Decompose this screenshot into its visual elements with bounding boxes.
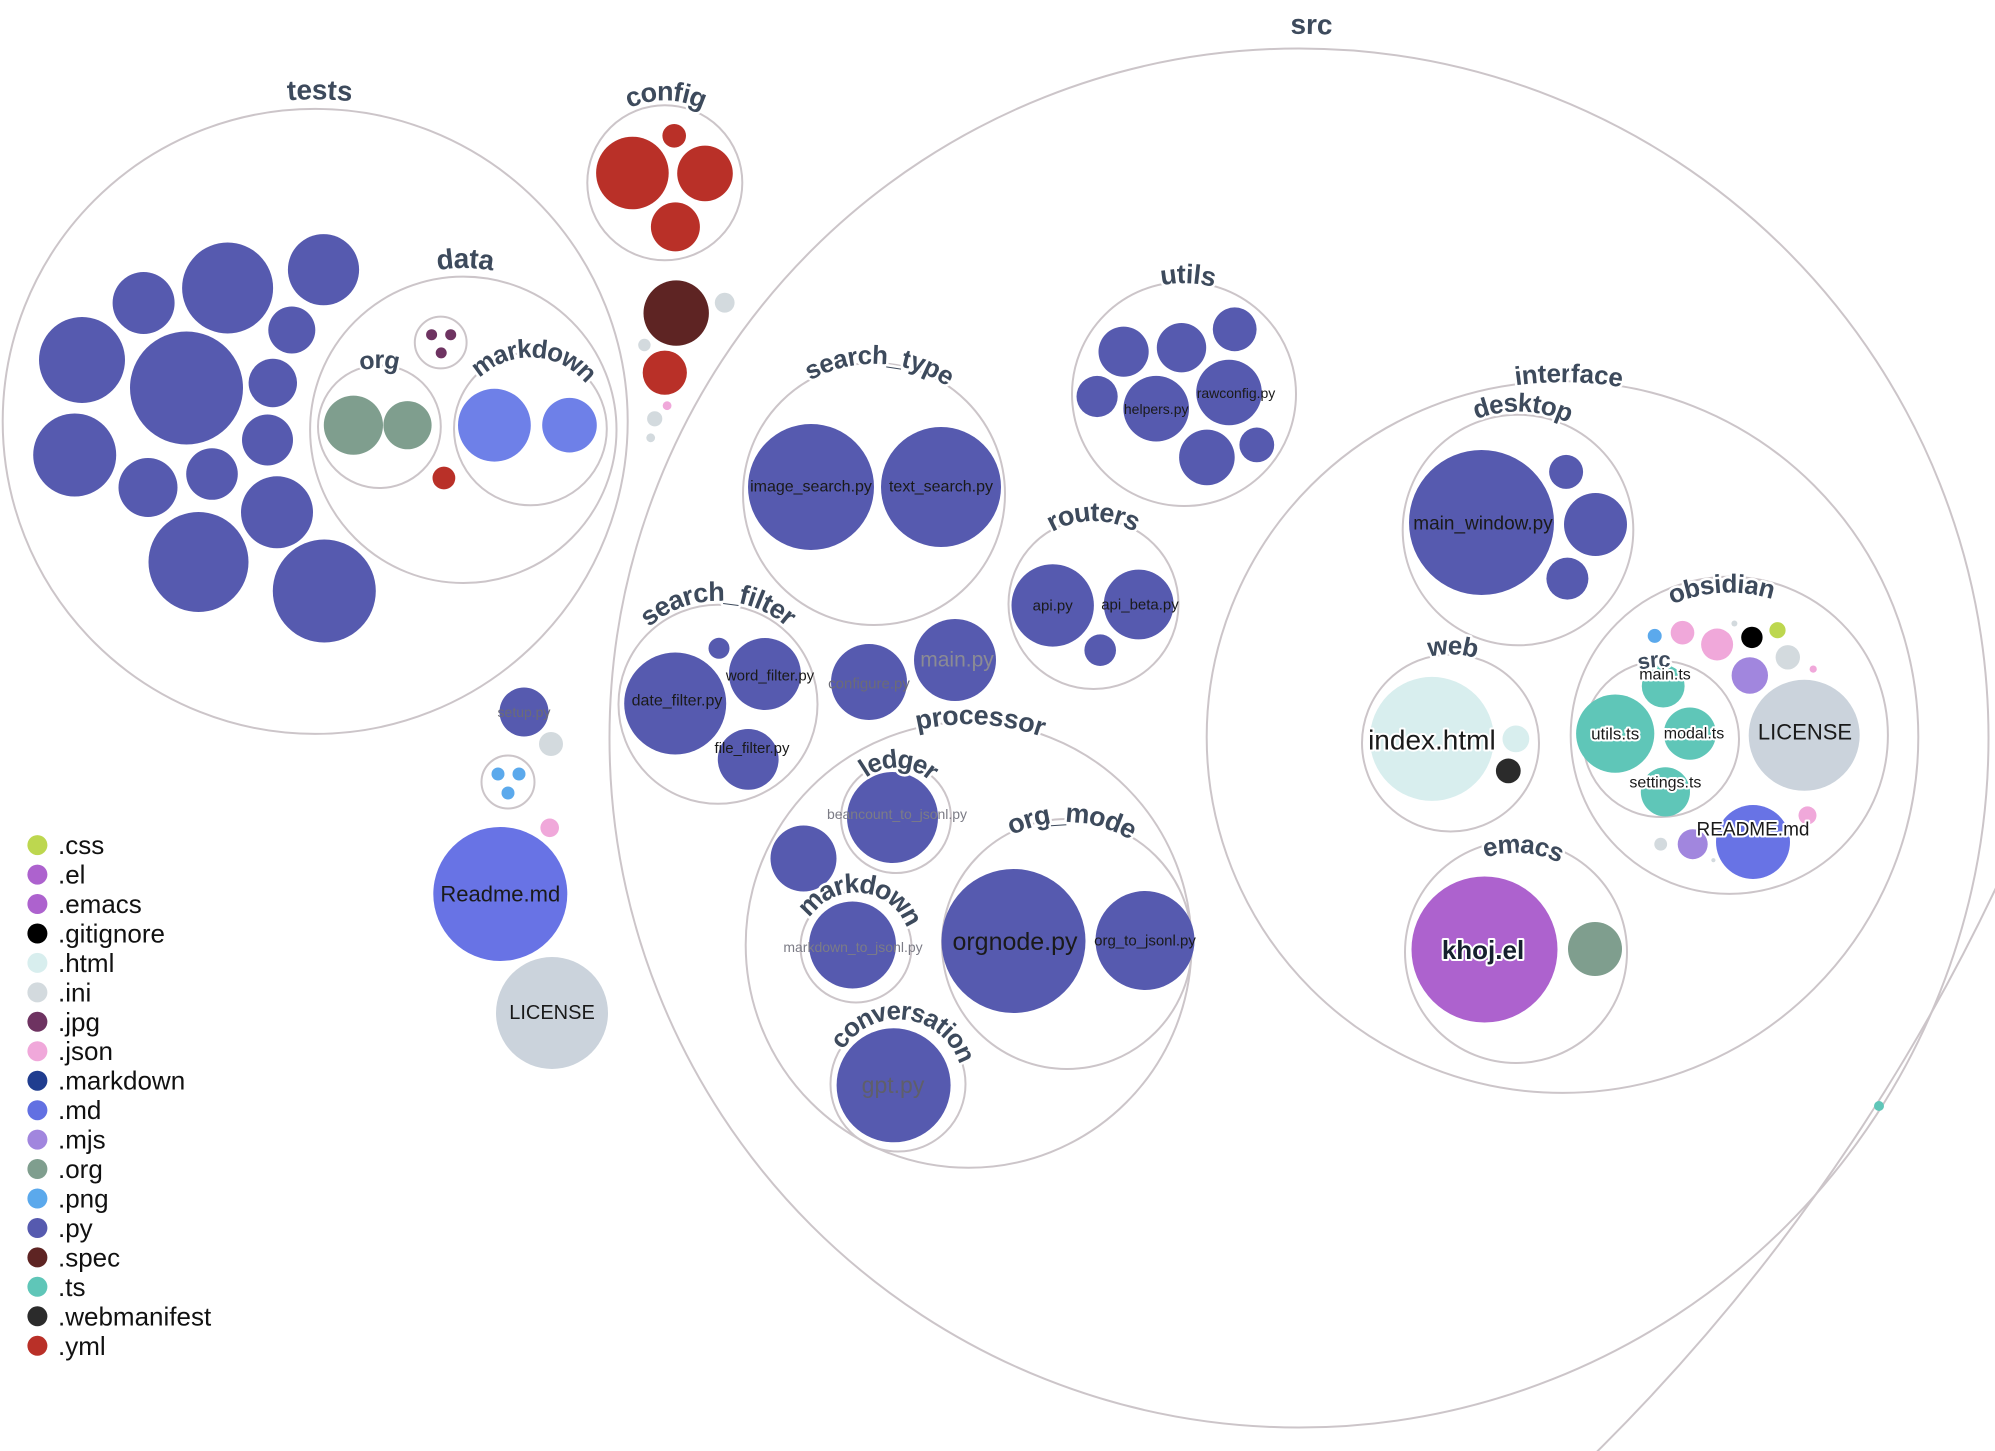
- svg-text:khoj.el: khoj.el: [1442, 935, 1524, 965]
- svg-text:.markdown: .markdown: [58, 1066, 185, 1096]
- svg-text:LICENSE: LICENSE: [509, 1002, 595, 1024]
- svg-text:.ts: .ts: [58, 1272, 85, 1302]
- svg-text:utils: utils: [1158, 259, 1219, 293]
- svg-text:main_window.py: main_window.py: [1413, 514, 1553, 535]
- svg-text:.webmanifest: .webmanifest: [58, 1301, 212, 1331]
- svg-text:.emacs: .emacs: [58, 889, 142, 919]
- svg-text:data: data: [435, 243, 497, 277]
- svg-text:.mjs: .mjs: [58, 1125, 106, 1155]
- svg-text:tests: tests: [286, 74, 354, 107]
- svg-text:api.py: api.py: [1033, 598, 1074, 615]
- svg-text:org: org: [357, 346, 403, 376]
- svg-text:text_search.py: text_search.py: [889, 479, 993, 496]
- svg-text:.spec: .spec: [58, 1242, 120, 1272]
- svg-text:.ini: .ini: [58, 977, 91, 1007]
- svg-text:.md: .md: [58, 1095, 101, 1125]
- svg-text:utils.ts: utils.ts: [1591, 725, 1639, 744]
- svg-text:web: web: [1425, 630, 1482, 664]
- svg-text:.css: .css: [58, 830, 104, 860]
- svg-text:gpt.py: gpt.py: [862, 1072, 925, 1098]
- svg-text:helpers.py: helpers.py: [1124, 401, 1189, 417]
- svg-text:.html: .html: [58, 948, 114, 978]
- svg-text:orgnode.py: orgnode.py: [952, 928, 1078, 956]
- svg-text:configure.py: configure.py: [828, 676, 910, 693]
- svg-text:.png: .png: [58, 1184, 109, 1214]
- svg-text:api_beta.py: api_beta.py: [1101, 597, 1179, 614]
- svg-text:settings.ts: settings.ts: [1629, 775, 1701, 792]
- svg-text:interface: interface: [1513, 358, 1625, 393]
- svg-text:setup.py: setup.py: [498, 704, 551, 720]
- svg-text:main.py: main.py: [920, 649, 994, 672]
- svg-text:.org: .org: [58, 1154, 103, 1184]
- svg-text:date_filter.py: date_filter.py: [632, 693, 723, 710]
- svg-text:main.ts: main.ts: [1639, 667, 1691, 684]
- svg-text:LICENSE: LICENSE: [1758, 720, 1852, 745]
- svg-text:README.md: README.md: [1697, 820, 1810, 841]
- svg-text:image_search.py: image_search.py: [750, 479, 872, 496]
- svg-text:src: src: [1290, 9, 1333, 41]
- svg-text:modal.ts: modal.ts: [1664, 726, 1724, 743]
- svg-text:word_filter.py: word_filter.py: [725, 668, 815, 685]
- svg-text:.el: .el: [58, 860, 85, 890]
- svg-text:rawconfig.py: rawconfig.py: [1197, 385, 1276, 401]
- svg-text:markdown_to_jsonl.py: markdown_to_jsonl.py: [783, 939, 922, 955]
- svg-text:beancount_to_jsonl.py: beancount_to_jsonl.py: [827, 806, 967, 822]
- svg-text:org_to_jsonl.py: org_to_jsonl.py: [1094, 933, 1196, 950]
- svg-text:.gitignore: .gitignore: [58, 919, 165, 949]
- svg-text:index.html: index.html: [1368, 725, 1496, 756]
- svg-text:.jpg: .jpg: [58, 1007, 100, 1037]
- svg-text:.json: .json: [58, 1036, 113, 1066]
- svg-text:Readme.md: Readme.md: [440, 882, 560, 907]
- svg-text:.yml: .yml: [58, 1331, 106, 1361]
- svg-text:.py: .py: [58, 1213, 93, 1243]
- svg-text:file_filter.py: file_filter.py: [714, 740, 790, 757]
